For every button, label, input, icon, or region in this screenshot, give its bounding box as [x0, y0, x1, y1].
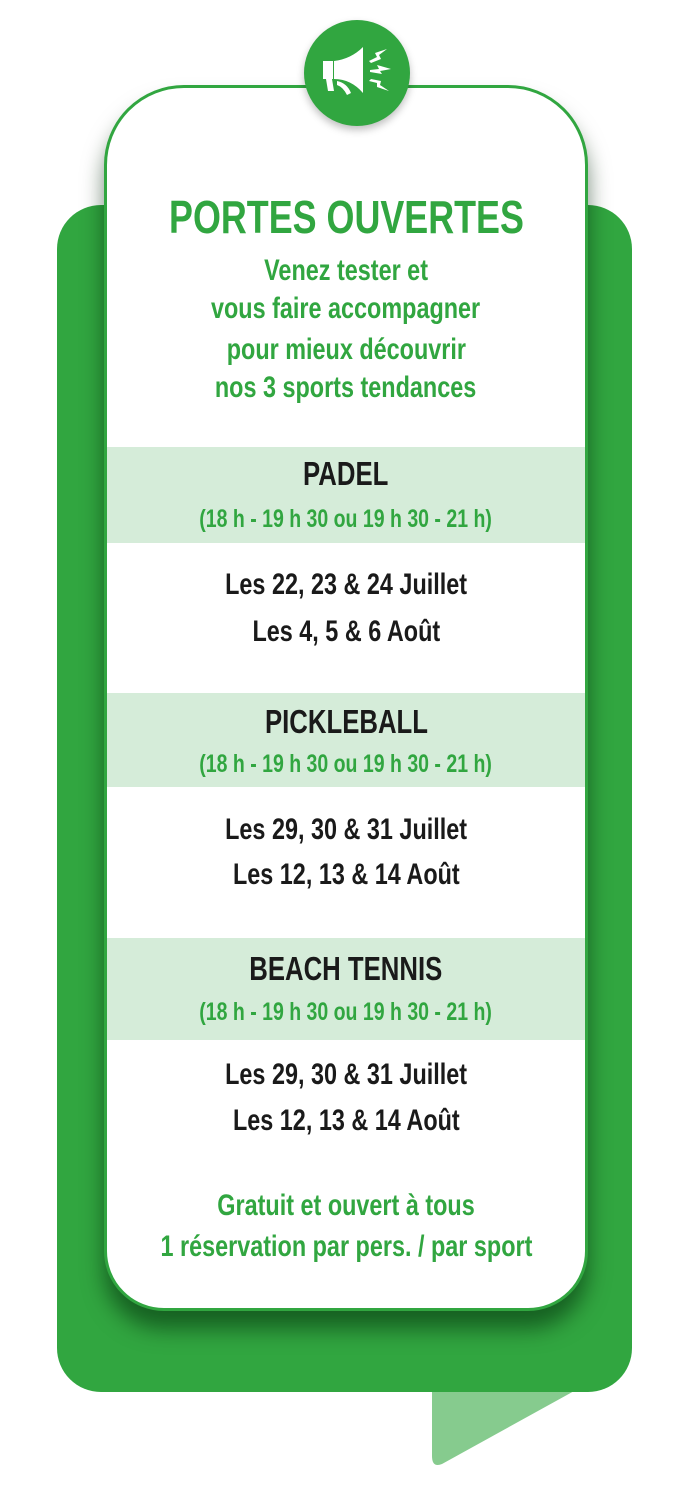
- info-card: PORTES OUVERTES Venez tester et vous fai…: [104, 85, 588, 1311]
- page-title: PORTES OUVERTES: [168, 191, 524, 243]
- sport-header-pickleball: [107, 693, 585, 787]
- footer-line: Gratuit et ouvert à tous: [217, 1189, 475, 1222]
- sport-dates: Les 4, 5 & 6 Août: [252, 615, 440, 648]
- sport-hours: (18 h - 19 h 30 ou 19 h 30 - 21 h): [199, 750, 493, 778]
- sport-dates: Les 12, 13 & 14 Août: [232, 1104, 460, 1137]
- sport-name: PADEL: [303, 455, 389, 492]
- sport-header-beach-tennis: [107, 938, 585, 1040]
- subtitle-line: pour mieux découvrir: [226, 333, 466, 366]
- subtitle-line: vous faire accompagner: [211, 292, 481, 325]
- sport-dates: Les 29, 30 & 31 Juillet: [225, 813, 467, 846]
- sport-name: PICKLEBALL: [264, 703, 428, 740]
- sport-hours: (18 h - 19 h 30 ou 19 h 30 - 21 h): [199, 998, 493, 1026]
- megaphone-badge: [304, 20, 410, 126]
- sport-dates: Les 12, 13 & 14 Août: [232, 858, 460, 891]
- megaphone-icon: [323, 47, 391, 95]
- sport-hours: (18 h - 19 h 30 ou 19 h 30 - 21 h): [199, 505, 493, 533]
- sport-dates: Les 22, 23 & 24 Juillet: [225, 568, 467, 601]
- sport-dates: Les 29, 30 & 31 Juillet: [225, 1058, 467, 1091]
- subtitle-line: nos 3 sports tendances: [215, 371, 477, 404]
- footer-line: 1 réservation par pers. / par sport: [160, 1230, 532, 1263]
- subtitle-line: Venez tester et: [264, 254, 428, 287]
- sport-header-padel: [107, 447, 585, 543]
- sport-name: BEACH TENNIS: [249, 950, 443, 987]
